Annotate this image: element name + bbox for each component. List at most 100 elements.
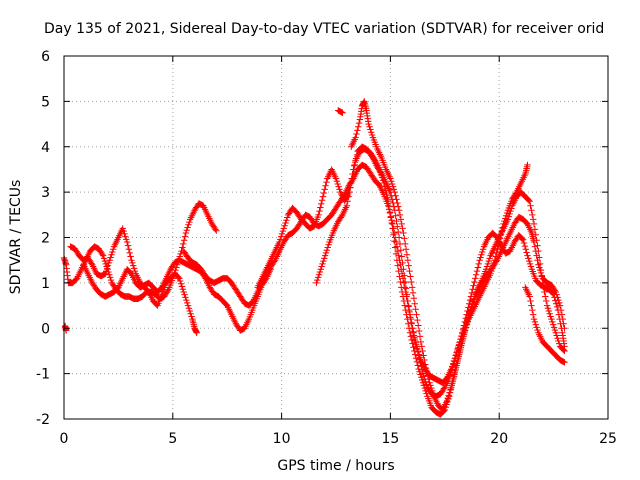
x-tick-label: 25 [599,431,617,447]
data-point [447,386,454,394]
data-point [403,251,411,258]
data-point [408,319,415,327]
data-point [399,293,407,300]
data-point [390,231,397,238]
data-point [525,255,532,262]
data-point [182,229,190,237]
data-point [524,161,531,169]
data-point [501,217,508,225]
data-point [492,253,499,260]
data-point [520,239,528,247]
data-point [389,183,397,190]
data-point [537,266,545,274]
x-tick-label: 20 [490,431,508,447]
data-point [332,175,340,182]
data-point [485,257,492,265]
data-point [347,184,354,191]
data-point [464,318,472,326]
data-point [351,161,358,169]
data-point [411,335,418,343]
data-point [389,225,396,232]
data-point [400,229,407,237]
data-point [407,273,414,280]
data-point [532,321,539,328]
data-point [406,267,413,275]
data-point [484,260,492,268]
data-point [181,233,189,240]
data-point [466,296,474,304]
data-point [414,362,422,369]
y-tick-label: 3 [41,185,50,201]
data-point [124,242,132,249]
series-track-9 [61,107,346,334]
data-point [401,272,408,279]
data-point [446,389,453,396]
data-point [425,375,432,383]
data-point [541,288,548,296]
y-tick-label: -1 [36,367,50,383]
data-point [461,329,468,336]
data-point [180,288,187,296]
data-point [404,297,412,305]
data-point [187,310,194,317]
data-point [283,217,290,224]
data-point [320,189,328,197]
data-point [123,238,131,246]
data-point [556,340,563,347]
data-point [99,252,107,259]
data-point [193,329,200,336]
data-point [401,302,408,309]
data-point [415,351,423,358]
data-point [183,296,190,304]
data-point [418,343,425,350]
data-point [319,193,327,200]
series-track-4 [180,161,568,400]
data-point [99,251,106,258]
data-point [398,253,405,260]
data-point [549,318,556,326]
data-point [355,119,363,127]
data-point [127,253,134,260]
data-point [528,207,535,214]
data-point [105,259,113,267]
data-point [489,262,497,269]
data-point [186,218,193,226]
data-point [175,274,182,281]
data-point [454,358,461,366]
data-point [391,188,398,196]
x-tick-label: 15 [381,431,399,447]
data-point [281,222,288,229]
data-point [487,270,494,277]
data-point [560,320,567,327]
y-axis-label: SDTVAR / TECUs [8,180,24,295]
data-point [344,198,351,205]
data-point [522,246,529,253]
data-point [395,234,403,241]
data-point [445,392,452,399]
data-point [414,345,421,353]
data-point [491,256,499,264]
data-point [523,249,530,256]
data-point [408,325,416,332]
axis-ticks [63,55,609,420]
data-point [129,262,137,269]
data-point [534,326,541,334]
data-point [402,246,410,253]
data-point [462,324,470,331]
data-point [354,127,361,134]
data-point [423,368,431,376]
data-point [456,347,464,355]
data-point [546,310,553,317]
data-point [418,374,425,381]
data-point [478,251,485,258]
data-point [496,238,503,246]
data-point [368,131,376,139]
data-point [397,216,405,223]
data-point [494,246,501,253]
data-point [387,175,394,182]
data-point [279,227,287,235]
data-point [535,247,542,255]
data-point [349,170,357,178]
data-point [354,123,362,130]
